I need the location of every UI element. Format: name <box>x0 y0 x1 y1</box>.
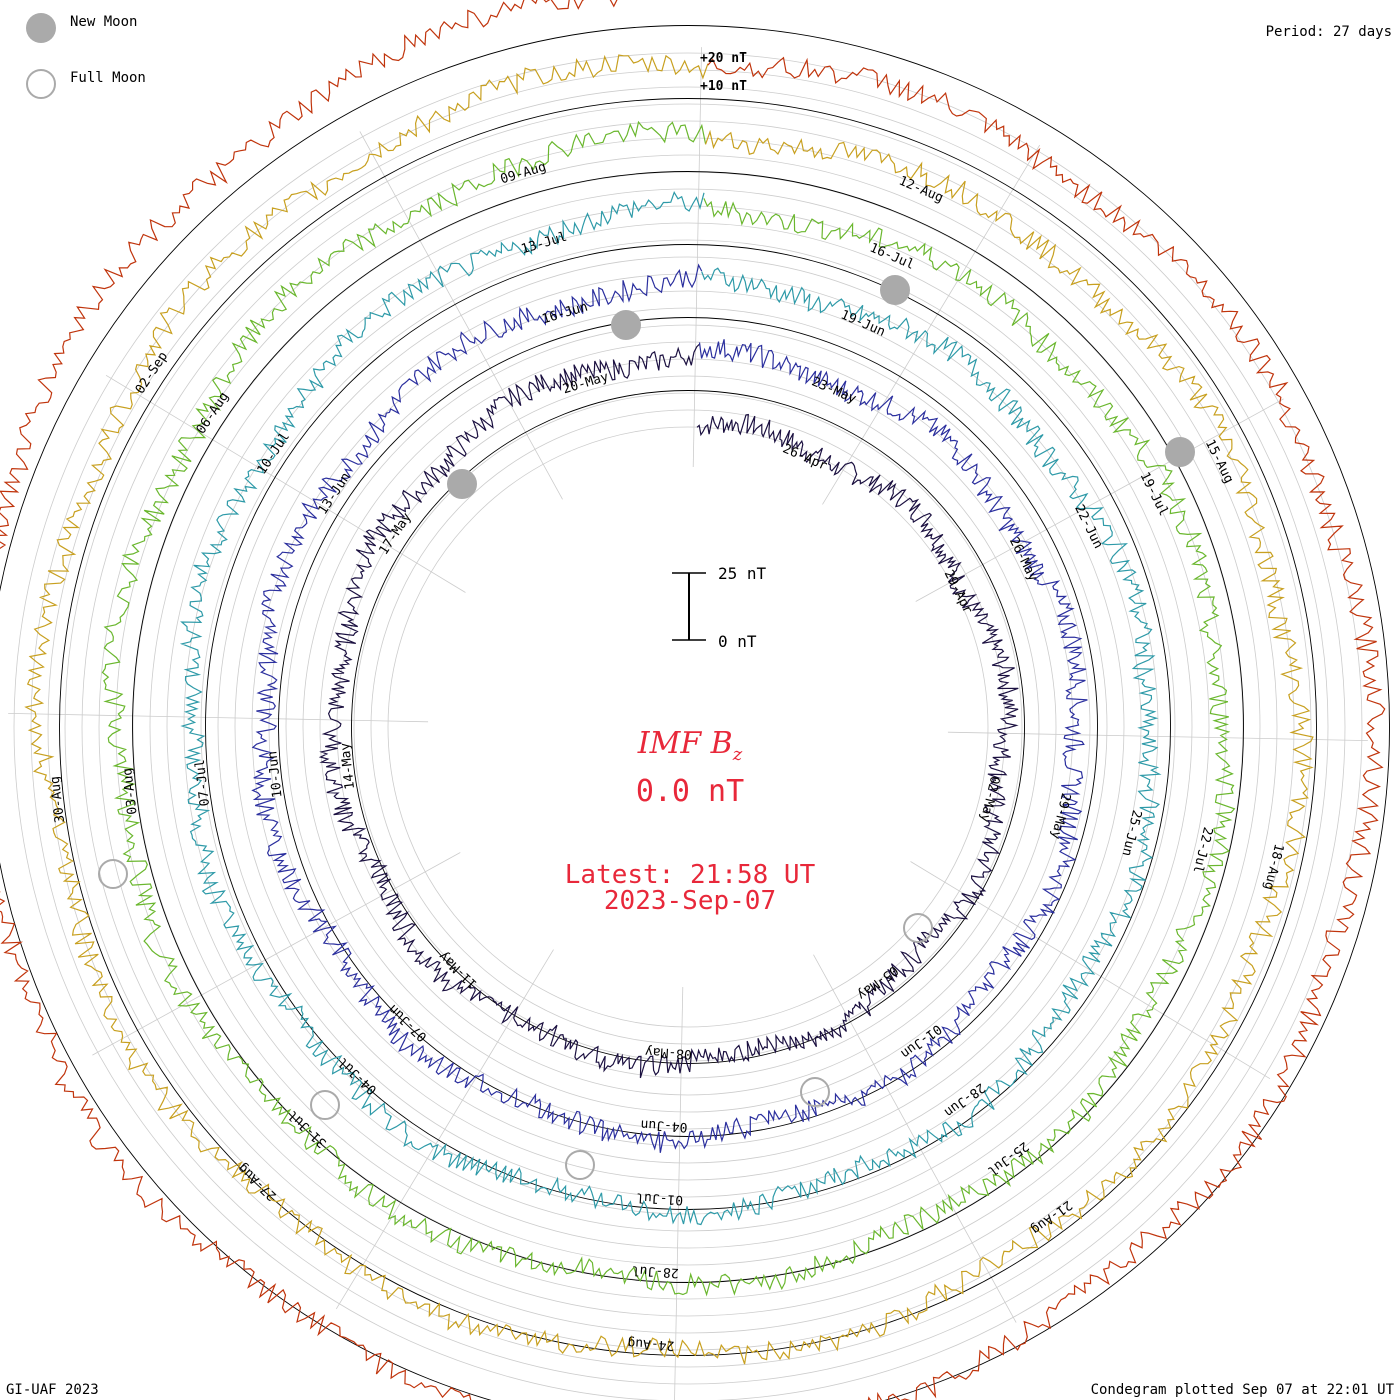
date-label: 13-Jun <box>316 470 354 517</box>
date-label: 08-May <box>644 1044 692 1062</box>
grid-circle <box>353 392 1023 1062</box>
grid-spoke <box>8 713 429 723</box>
date-label: 29-Apr <box>941 568 975 617</box>
full-moon-legend-icon <box>26 69 56 99</box>
date-label: 31-Jul <box>285 1107 329 1150</box>
date-label: 03-Aug <box>120 767 140 815</box>
grid-circle <box>98 137 1278 1317</box>
period-label: Period: 27 days <box>1265 24 1392 40</box>
grid-circle <box>200 239 1176 1215</box>
date-label: 02-Sep <box>133 349 171 397</box>
grid-circle <box>13 52 1363 1400</box>
date-label: 27-Aug <box>235 1160 279 1203</box>
series-line-5 <box>24 54 1314 1365</box>
grid-circle <box>370 409 1006 1045</box>
date-label: 07-Jun <box>386 1001 430 1044</box>
chart-title-subscript: z <box>732 744 743 765</box>
new-moon-marker <box>447 469 477 499</box>
current-value: 0.0 nT <box>635 774 745 809</box>
new-moon-legend-icon <box>26 13 56 43</box>
grid-circle <box>387 426 989 1028</box>
ring-label: +20 nT <box>700 51 747 66</box>
series-line-3 <box>179 190 1162 1226</box>
plotted-timestamp: Condegram plotted Sep 07 at 22:01 UT <box>1090 1382 1394 1398</box>
baseline-circle <box>278 317 1098 1137</box>
full-moon-marker <box>98 859 128 889</box>
date-label: 23-May <box>809 374 858 407</box>
date-label: 28-Jul <box>631 1262 679 1280</box>
ring-label: +10 nT <box>700 79 747 94</box>
date-label: 22-Jul <box>1190 825 1216 874</box>
grid-spoke <box>813 954 1017 1323</box>
date-label: 19-Jun <box>838 307 887 339</box>
latest-date: 2023-Sep-07 <box>603 886 777 916</box>
full-moon-marker <box>310 1090 340 1120</box>
date-label: 11-May <box>436 948 481 991</box>
date-label: 05-May <box>854 962 901 1002</box>
baseline-circle <box>59 98 1317 1356</box>
date-label: 24-Aug <box>627 1335 675 1353</box>
latest-time: Latest: 21:58 UT <box>564 860 816 890</box>
date-label: 13-Jul <box>520 230 569 258</box>
date-label: 07-Jul <box>193 759 213 807</box>
date-label: 25-Jun <box>1119 808 1145 857</box>
grid-circle <box>81 120 1295 1334</box>
date-label: 12-Aug <box>896 174 945 206</box>
grid-circle <box>166 205 1210 1249</box>
grid-spoke <box>915 398 1284 602</box>
date-label: 14-May <box>338 742 358 791</box>
grid-circle <box>268 307 1108 1147</box>
date-label: 16-Jun <box>540 300 589 328</box>
grid-spoke <box>822 144 1041 505</box>
new-moon-marker <box>1165 437 1195 467</box>
baseline-circle <box>132 171 1244 1283</box>
grid-spoke <box>105 374 466 593</box>
grid-circle <box>132 171 1244 1283</box>
grid-spoke <box>692 47 702 468</box>
new-moon-legend-label: New Moon <box>70 14 138 30</box>
date-label: 30-Aug <box>48 775 68 823</box>
scale-bottom-label: 0 nT <box>718 632 757 651</box>
grid-circle <box>115 154 1261 1300</box>
date-label: 01-Jul <box>636 1189 684 1207</box>
full-moon-marker <box>565 1150 595 1180</box>
grid-circle <box>251 290 1125 1164</box>
full-moon-marker <box>800 1077 830 1107</box>
chart-title: IMF Bz <box>490 726 890 765</box>
grid-circle <box>217 256 1159 1198</box>
series-line-2 <box>251 263 1088 1153</box>
full-moon-legend-label: Full Moon <box>70 70 146 86</box>
series-line-1 <box>318 343 1019 1079</box>
series-line-4 <box>101 120 1236 1297</box>
grid-circle <box>285 324 1091 1130</box>
grid-circle <box>64 103 1312 1351</box>
date-label: 16-Jul <box>867 241 916 273</box>
date-label: 04-Jul <box>336 1054 380 1097</box>
date-label: 26-May <box>1006 535 1040 584</box>
chart-title-main: IMF B <box>637 726 733 761</box>
grid-circle <box>47 86 1329 1368</box>
grid-circle <box>149 188 1227 1266</box>
new-moon-marker <box>880 275 910 305</box>
new-moon-marker <box>611 310 641 340</box>
full-moon-marker <box>903 913 933 943</box>
grid-spoke <box>674 986 684 1400</box>
date-label: 09-Aug <box>499 160 548 188</box>
grid-spoke <box>947 731 1368 741</box>
baseline-circle <box>0 25 1390 1400</box>
grid-circle <box>302 341 1074 1113</box>
grid-spoke <box>92 852 461 1056</box>
date-label: 15-Aug <box>1202 437 1236 486</box>
date-label: 10-Jun <box>265 750 285 798</box>
grid-spoke <box>359 131 563 500</box>
date-label: 26-Apr <box>780 441 829 474</box>
grid-circle <box>336 375 1040 1079</box>
date-label: 04-Jun <box>640 1116 688 1134</box>
credit-label: GI-UAF 2023 <box>6 1382 99 1398</box>
baseline-circle <box>351 390 1025 1064</box>
scale-top-label: 25 nT <box>718 564 767 583</box>
